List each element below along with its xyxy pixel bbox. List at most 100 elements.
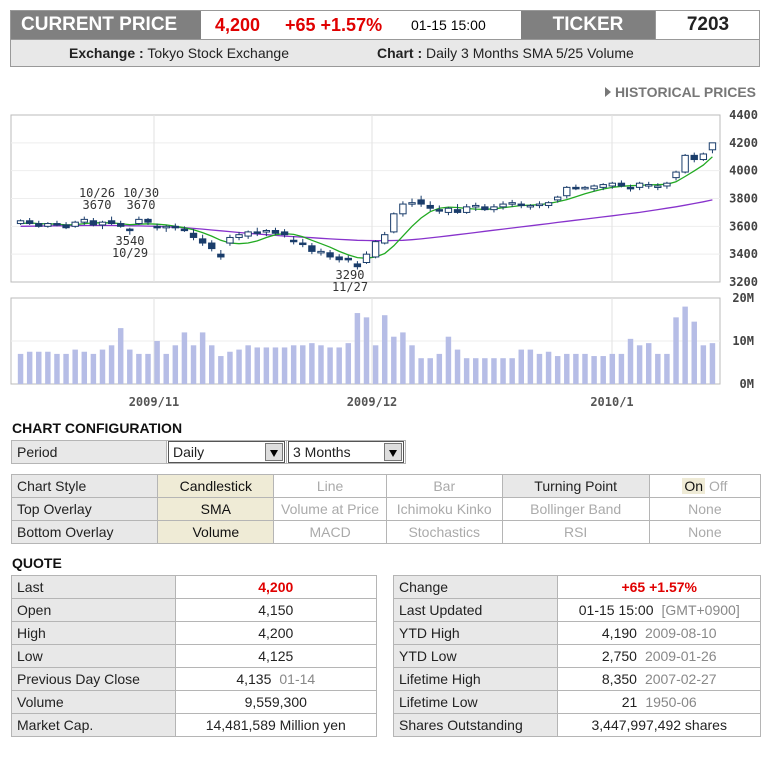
quote-row: Lifetime High 8,350 2007-02-27	[392, 667, 761, 691]
annotation-label: 10/26	[79, 186, 115, 200]
top-overlay-none[interactable]: None	[648, 497, 762, 521]
quote-label: Previous Day Close	[11, 667, 176, 691]
candle-body	[390, 213, 398, 233]
x-tick-label: 2009/12	[347, 395, 398, 409]
candle-body	[344, 257, 352, 261]
volume-bar	[327, 347, 333, 384]
quote-time: 01-15 15:00	[411, 17, 486, 33]
candle-body	[353, 263, 362, 268]
volume-bar	[309, 343, 315, 384]
volume-bar	[108, 345, 115, 384]
chart-style-candlestick[interactable]: Candlestick	[157, 474, 275, 498]
volume-bar	[363, 317, 370, 384]
volume-bar	[172, 345, 179, 384]
top-overlay-volume-at-price[interactable]: Volume at Price	[273, 497, 387, 521]
candle-body	[672, 171, 680, 179]
quote-value-cell: 3,447,997,492 shares	[557, 713, 761, 737]
period-select-value: Daily	[173, 444, 205, 460]
turning-point-toggle: On Off	[648, 474, 762, 498]
candle-body	[162, 225, 170, 229]
top-overlay-ichimoku[interactable]: Ichimoku Kinko	[385, 497, 503, 521]
top-overlay-bollinger[interactable]: Bollinger Band	[501, 497, 650, 521]
sub-header: Exchange : Tokyo Stock Exchange Chart : …	[10, 40, 760, 67]
quote-row: YTD High 4,190 2009-08-10	[392, 621, 761, 645]
quote-label: YTD Low	[392, 644, 559, 668]
chart-style-bar[interactable]: Bar	[385, 474, 503, 498]
volume-bar	[90, 353, 97, 384]
candle-body	[16, 220, 25, 225]
bottom-overlay-stochastics[interactable]: Stochastics	[385, 520, 503, 544]
volume-bar	[482, 358, 488, 384]
volume-bar	[391, 336, 397, 384]
candle-body	[626, 186, 635, 190]
candle-body	[80, 218, 88, 223]
volume-bar	[17, 353, 24, 384]
top-overlay-row: Top Overlay SMA Volume at Price Ichimoku…	[10, 497, 762, 521]
quote-label: YTD High	[392, 621, 559, 645]
chevron-down-icon	[265, 443, 283, 461]
candle-body	[535, 203, 544, 207]
quote-label: Change	[392, 575, 559, 599]
volume-bar	[345, 343, 352, 384]
annotation-label: 11/27	[332, 280, 368, 294]
quote-label: Market Cap.	[11, 713, 176, 737]
candle-body	[107, 220, 116, 225]
candle-body	[53, 223, 61, 226]
quote-row: Change +65 +1.57%	[392, 575, 761, 599]
period-table: Period Daily 3 Months	[11, 440, 406, 464]
quote-value-cell: 9,559,300	[174, 690, 378, 714]
quote-title: QUOTE	[12, 555, 62, 571]
volume-bar	[536, 353, 543, 384]
period-select[interactable]: Daily	[168, 441, 285, 463]
candle-body	[217, 253, 225, 258]
quote-value: 3,447,997,492 shares	[591, 717, 727, 733]
volume-bar	[636, 345, 643, 384]
volume-bar	[436, 353, 443, 384]
volume-bar	[645, 343, 652, 384]
volume-bar	[181, 332, 188, 384]
historical-prices-link[interactable]: HISTORICAL PRICES	[604, 84, 756, 100]
period-label: Period	[11, 440, 167, 464]
historical-prices-label: HISTORICAL PRICES	[614, 84, 756, 100]
candle-body	[208, 242, 216, 250]
candle-body	[144, 218, 152, 223]
volume-bar	[709, 343, 716, 384]
candle-body	[563, 186, 571, 197]
chart-description: Daily 3 Months SMA 5/25 Volume	[426, 45, 634, 61]
bottom-overlay-volume[interactable]: Volume	[157, 520, 275, 544]
candle-body	[572, 186, 580, 190]
candle-body	[253, 231, 261, 234]
candle-body	[171, 225, 180, 229]
top-overlay-sma[interactable]: SMA	[157, 497, 275, 521]
turning-point-off[interactable]: Off	[708, 478, 728, 494]
quote-value: 4,150	[258, 602, 294, 618]
quote-value: 8,350	[601, 671, 637, 687]
chart-style-line[interactable]: Line	[273, 474, 387, 498]
quote-row: Last 4,200	[11, 575, 378, 599]
quote-value: 2,750	[601, 648, 637, 664]
quote-row: YTD Low 2,750 2009-01-26	[392, 644, 761, 668]
candle-body	[481, 206, 489, 211]
volume-bar	[591, 356, 597, 384]
candle-body	[153, 225, 161, 229]
candle-body	[462, 206, 471, 213]
candle-body	[308, 245, 316, 252]
volume-bar	[673, 317, 679, 384]
bottom-overlay-rsi[interactable]: RSI	[501, 520, 650, 544]
range-select-value: 3 Months	[293, 444, 351, 460]
volume-bar	[372, 345, 379, 384]
quote-note: [GMT+0900]	[661, 602, 740, 618]
bottom-overlay-none[interactable]: None	[648, 520, 762, 544]
bottom-overlay-macd[interactable]: MACD	[273, 520, 387, 544]
volume-bar	[272, 347, 279, 384]
ticker-code: 7203	[655, 11, 760, 39]
candle-body	[526, 204, 535, 208]
range-select[interactable]: 3 Months	[288, 441, 404, 463]
candle-body	[517, 203, 525, 207]
candle-body	[25, 220, 34, 225]
volume-bar	[117, 328, 124, 384]
turning-point-on[interactable]: On	[682, 478, 706, 494]
chevron-down-icon	[384, 443, 402, 461]
chart-config-title: CHART CONFIGURATION	[12, 420, 183, 436]
volume-bar	[81, 351, 88, 384]
